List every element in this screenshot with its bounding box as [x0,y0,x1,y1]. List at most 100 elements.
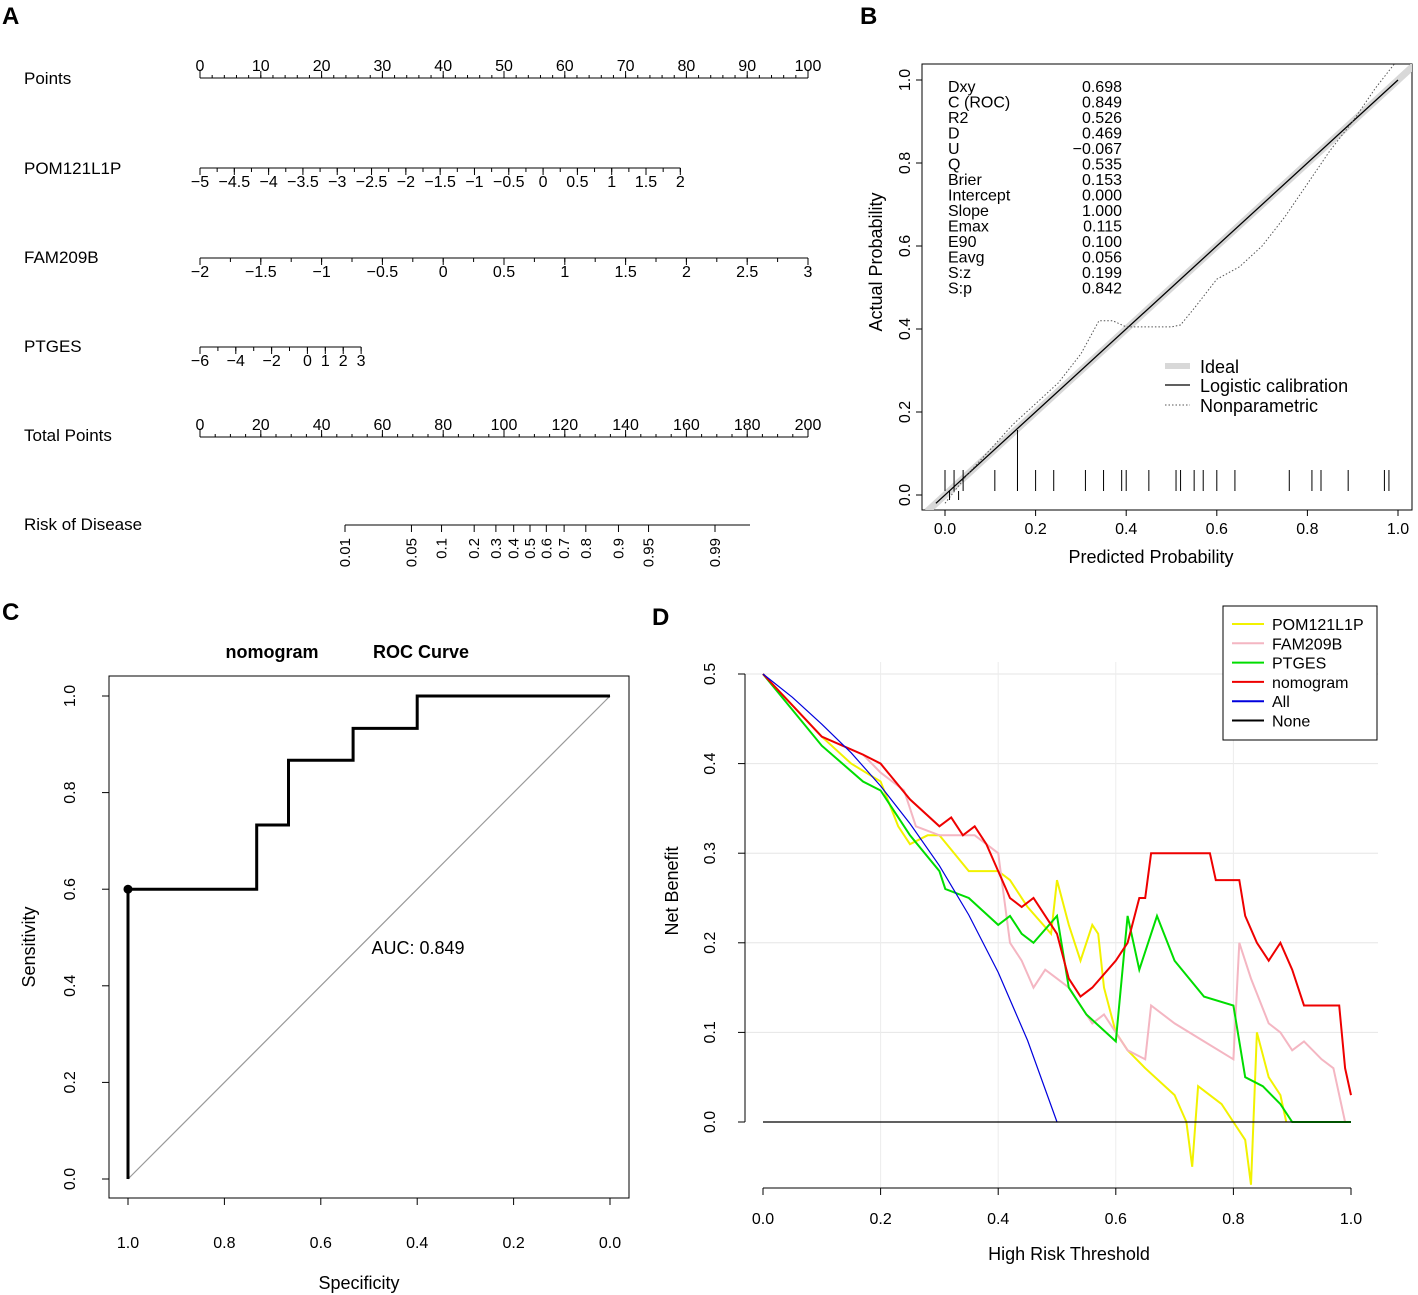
calibration-stat-name: Dxy [948,79,976,96]
dca-legend-entry: None [1272,714,1310,731]
calibration-stat-value: −0.067 [1073,141,1122,158]
roc-panel: 1.0 0.8 0.6 0.4 0.2 0.0 0.0 0.2 0.4 0.6 0.8 1.0 Spec… [19,642,630,1293]
nomogram-tick-label: 0 [303,353,312,370]
nomogram-tick-label: 140 [612,417,639,434]
nomogram-tick-label: 90 [738,58,756,75]
dca-x-tick-label: 0.8 [1222,1211,1244,1228]
nomogram-risk-label: 0.9 [610,538,627,559]
nomogram-tick-label: 0.5 [566,174,588,191]
calibration-y-tick-label: 0.6 [897,235,914,257]
nomogram-tick-label: 20 [313,58,331,75]
dca-y-tick-label: 0.3 [702,842,719,864]
nomogram-tick-label: 60 [556,58,574,75]
panel-label-b: B [860,3,877,30]
nomogram-tick-label: −1.5 [424,174,456,191]
calibration-legend-entry: Nonparametric [1200,396,1318,416]
dca-legend-box [1222,605,1378,741]
nomogram-tick-label: 10 [252,58,270,75]
calibration-x-tick-label: 0.8 [1296,521,1318,538]
dca-legend-entry: PTGES [1272,656,1326,673]
nomogram-tick-label: 1 [321,353,330,370]
nomogram-tick-label: 80 [434,417,452,434]
roc-best-point [123,884,133,894]
nomogram-risk-label: 0.2 [466,538,483,559]
calibration-y-label: Actual Probability [866,192,886,331]
roc-diagonal [127,695,611,1180]
calibration-legend-entry: Ideal [1200,357,1239,377]
panel-label-d: D [652,604,669,631]
calibration-stat-value: 0.469 [1082,126,1122,143]
calibration-frame [921,63,1413,511]
nomogram-tick-label: 2 [339,353,348,370]
dca-x-tick-label: 1.0 [1340,1211,1362,1228]
nomogram-tick-label: 3 [804,264,813,281]
calibration-stat-value: 0.000 [1082,188,1122,205]
calibration-x-label: Predicted Probability [1068,547,1233,567]
nomogram-panel: Points POM121L1P FAM209B PTGES Total Points R… [24,58,821,567]
nomogram-tick-label: 1 [607,174,616,191]
calibration-stat-name: S:z [948,265,971,282]
nomogram-tick-label: 2.5 [736,264,758,281]
nomogram-tick-label: −2 [262,353,280,370]
nomogram-tick-label: −4.5 [219,174,251,191]
calibration-stat-value: 0.100 [1082,234,1122,251]
nomogram-risk-label: 0.99 [707,538,724,567]
calibration-stat-value: 1.000 [1082,203,1122,220]
dca-x-tick-label: 0.2 [869,1211,891,1228]
roc-x-tick-label: 1.0 [117,1235,139,1252]
nomogram-tick-label: −2.5 [356,174,388,191]
calibration-stat-name: Slope [948,203,989,220]
nomogram-tick-label: 100 [491,417,518,434]
roc-y-tick-label: 0.4 [62,975,79,997]
dca-legend-entry: FAM209B [1272,636,1342,653]
roc-x-tick-label: 0.2 [502,1235,524,1252]
nomogram-tick-label: 1.5 [635,174,657,191]
nomogram-risk-label: 0.5 [522,538,539,559]
nomogram-risk-label: 0.01 [337,538,354,567]
dca-legend-entry: POM121L1P [1272,617,1364,634]
nomogram-tick-label: 1 [560,264,569,281]
dca-y-label: Net Benefit [662,846,682,935]
calibration-stat-value: 0.153 [1082,172,1122,189]
calibration-stat-name: Eavg [948,250,984,267]
calibration-y-tick-label: 0.8 [897,152,914,174]
nomogram-risk-label: 0.05 [403,538,420,567]
nomogram-tick-label: 0 [539,174,548,191]
calibration-stat-name: Intercept [948,188,1011,205]
calibration-x-tick-label: 1.0 [1387,521,1409,538]
calibration-stat-value: 0.842 [1082,281,1122,298]
calibration-stat-name: S:p [948,281,972,298]
nomogram-tick-label: −5 [191,174,209,191]
dca-y-tick-label: 0.2 [702,932,719,954]
roc-y-tick-label: 0.6 [62,878,79,900]
roc-y-label: Sensitivity [19,906,39,987]
roc-title-right: ROC Curve [373,642,469,662]
nomogram-row-label: Risk of Disease [24,515,142,534]
roc-x-label: Specificity [318,1273,399,1293]
calibration-y-tick-label: 0.0 [897,484,914,506]
nomogram-tick-label: 2 [676,174,685,191]
nomogram-tick-label: 0 [439,264,448,281]
dca-x-tick-label: 0.4 [987,1211,1009,1228]
calibration-stat-value: 0.199 [1082,265,1122,282]
nomogram-tick-label: 3 [357,353,366,370]
nomogram-row-label: Total Points [24,426,112,445]
calibration-x-tick-label: 0.2 [1024,521,1046,538]
nomogram-row-label: Points [24,69,71,88]
dca-series-nomogram [762,673,1352,1096]
calibration-x-tick-label: 0.0 [934,521,956,538]
nomogram-tick-label: 200 [795,417,822,434]
nomogram-row-label: PTGES [24,337,82,356]
nomogram-tick-label: 20 [252,417,270,434]
calibration-panel: 0.0 0.2 0.4 0.6 0.8 1.0 0.0 0.2 0.4 0.6 0.8 1.0 Pred… [866,63,1413,567]
panel-label-c: C [2,599,19,626]
nomogram-tick-label: 180 [734,417,761,434]
dca-x-tick-label: 0.0 [752,1211,774,1228]
calibration-y-tick-label: 0.4 [897,318,914,340]
nomogram-tick-label: −3 [328,174,346,191]
calibration-stat-value: 0.849 [1082,95,1122,112]
calibration-stat-value: 0.535 [1082,157,1122,174]
calibration-stat-value: 0.698 [1082,79,1122,96]
roc-auc-label: AUC: 0.849 [371,938,464,958]
